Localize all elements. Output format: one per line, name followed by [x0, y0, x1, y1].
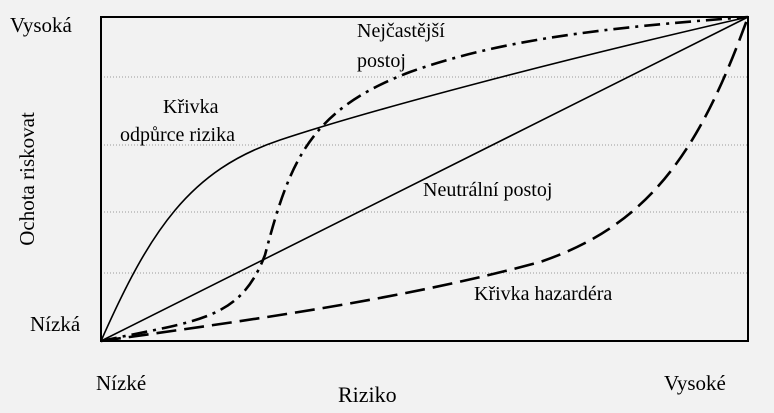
most-common-label-line2: postoj [357, 50, 406, 72]
most-common-label-line1: Nejčastější [357, 20, 445, 42]
y-axis-title: Ochota riskovat [15, 112, 39, 246]
plot-frame [100, 16, 749, 342]
most-common-curve [100, 15, 749, 343]
x-low-label: Nízké [96, 371, 146, 395]
neutral-curve [100, 16, 749, 342]
risk-averse-label-line2: odpůrce rizika [120, 124, 235, 146]
x-high-label: Vysoké [664, 371, 726, 395]
risk-averse-label-line1: Křivka [163, 96, 219, 118]
y-high-label: Vysoká [10, 13, 73, 37]
y-low-label: Nízká [30, 312, 81, 336]
x-axis-title: Riziko [338, 382, 397, 407]
risk-averse-curve [100, 16, 749, 342]
neutral-label: Neutrální postoj [423, 179, 552, 201]
risk-seeker-label: Křivka hazardéra [474, 283, 612, 305]
risk-seeker-curve [100, 16, 750, 343]
